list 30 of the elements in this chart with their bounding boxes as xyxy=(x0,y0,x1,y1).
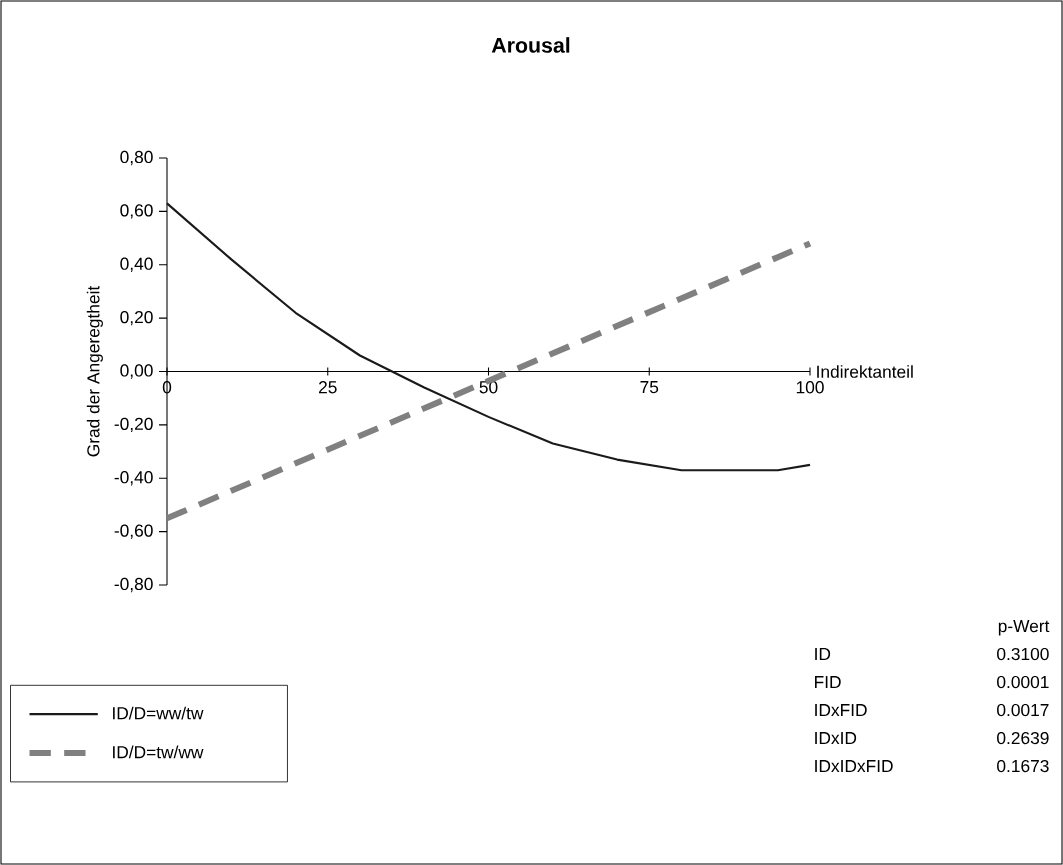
x-tick-label: 50 xyxy=(479,381,498,394)
y-tick-label: 0,00 xyxy=(120,364,153,379)
x-tick-label: 0 xyxy=(162,381,172,394)
chart-title: Arousal xyxy=(491,37,570,53)
y-axis-title: Grad der Angeregtheit xyxy=(86,285,103,457)
text: IDxID xyxy=(815,732,857,744)
y-tick-label: -0,80 xyxy=(114,577,153,593)
text: FID xyxy=(815,676,841,688)
y-tick-label: -0,60 xyxy=(114,524,153,539)
text: IDxFID xyxy=(815,704,867,716)
y-tick-label: 0,40 xyxy=(120,257,153,272)
y-tick-label: -0,20 xyxy=(114,417,153,433)
legend-label: ID/D=ww/tw xyxy=(113,706,204,720)
text: 0.2639 xyxy=(997,731,1049,745)
text: 0.0001 xyxy=(997,675,1049,689)
y-tick-label: -0,40 xyxy=(114,471,153,486)
legend-label: ID/D=tw/ww xyxy=(113,745,204,759)
x-axis-title: Indirektanteil xyxy=(817,365,913,378)
text: ID xyxy=(815,648,831,660)
text: p-Wert xyxy=(998,620,1050,636)
x-tick-label: 25 xyxy=(318,381,337,394)
y-tick-label: 0,60 xyxy=(120,204,153,219)
text: 0.1673 xyxy=(997,759,1049,773)
y-tick-label: 0,80 xyxy=(120,150,153,166)
x-tick-label: 100 xyxy=(796,381,824,394)
y-tick-label: 0,20 xyxy=(120,310,153,326)
text: 0.0017 xyxy=(997,703,1049,717)
text: IDxIDxFID xyxy=(815,760,893,772)
text: 0.3100 xyxy=(997,647,1049,661)
x-tick-label: 75 xyxy=(640,381,659,394)
